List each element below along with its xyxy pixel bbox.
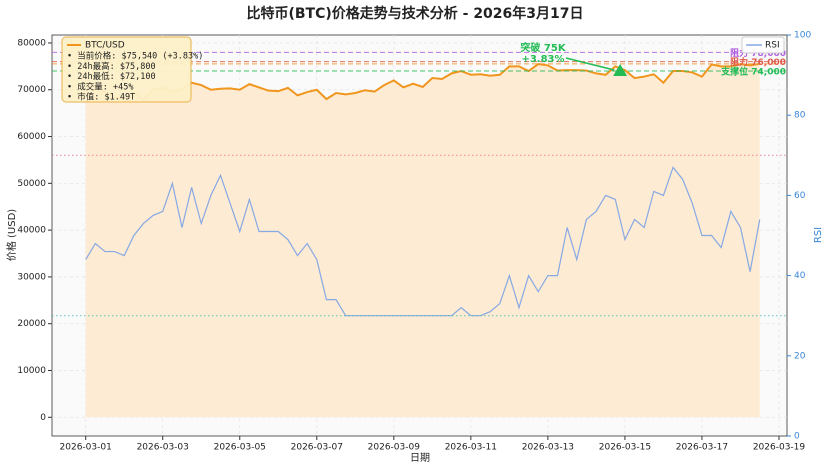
reference-label: 阻力 76,000 bbox=[730, 56, 786, 68]
annotation-subtext: +3.83% bbox=[521, 54, 564, 65]
x-tick-label: 2026-03-01 bbox=[60, 443, 112, 453]
legend-label: RSI bbox=[765, 41, 780, 51]
x-axis-title: 日期 bbox=[410, 452, 430, 464]
y-tick-label: 60000 bbox=[17, 132, 46, 142]
y2-axis-title: RSI bbox=[813, 227, 824, 243]
y2-tick-label: 80 bbox=[794, 111, 806, 121]
y-tick-label: 20000 bbox=[17, 319, 46, 329]
x-tick-label: 2026-03-05 bbox=[214, 443, 266, 453]
x-tick-label: 2026-03-13 bbox=[522, 443, 574, 453]
y2-tick-label: 40 bbox=[794, 271, 806, 281]
y-tick-label: 70000 bbox=[17, 85, 46, 95]
legend-label: BTC/USD bbox=[85, 41, 125, 51]
info-line: • 成交量: +45% bbox=[67, 81, 133, 92]
y-axis-title: 价格 (USD) bbox=[5, 209, 18, 261]
x-tick-label: 2026-03-17 bbox=[676, 443, 728, 453]
annotation-text: 突破 75K bbox=[520, 41, 566, 54]
x-tick-label: 2026-03-03 bbox=[137, 443, 189, 453]
info-line: • 24h最高: $75,800 bbox=[67, 61, 156, 72]
y-tick-label: 30000 bbox=[17, 272, 46, 282]
y-tick-label: 10000 bbox=[17, 366, 46, 376]
y2-tick-label: 60 bbox=[794, 191, 806, 201]
annotation-marker bbox=[613, 64, 628, 77]
line bbox=[85, 62, 760, 102]
y-tick-label: 40000 bbox=[17, 226, 46, 236]
x-tick-label: 2026-03-11 bbox=[445, 443, 497, 453]
area-fill bbox=[85, 63, 760, 418]
legend-box bbox=[741, 36, 785, 54]
reference-label: 支撑位 74,000 bbox=[720, 66, 786, 78]
line bbox=[85, 166, 761, 317]
x-tick-label: 2026-03-07 bbox=[291, 443, 343, 453]
y2-tick-label: 20 bbox=[794, 351, 806, 361]
chart-title: 比特币(BTC)价格走势与技术分析 - 2026年3月17日 bbox=[246, 5, 583, 22]
info-line: • 市值: $1.49T bbox=[67, 92, 135, 103]
y2-tick-label: 0 bbox=[794, 432, 800, 442]
info-box bbox=[61, 36, 192, 103]
x-tick-label: 2026-03-19 bbox=[753, 443, 806, 453]
annotation-arrow bbox=[565, 57, 615, 71]
y-tick-label: 50000 bbox=[17, 179, 46, 189]
x-tick-label: 2026-03-15 bbox=[599, 443, 651, 453]
x-tick-label: 2026-03-09 bbox=[368, 443, 421, 453]
y-tick-label: 80000 bbox=[17, 38, 46, 48]
y2-tick-label: 100 bbox=[794, 31, 811, 41]
info-line: • 当前价格: $75,540 (+3.83%) bbox=[67, 51, 203, 62]
info-line: • 24h最低: $72,100 bbox=[67, 71, 156, 82]
y-tick-label: 0 bbox=[40, 413, 46, 423]
